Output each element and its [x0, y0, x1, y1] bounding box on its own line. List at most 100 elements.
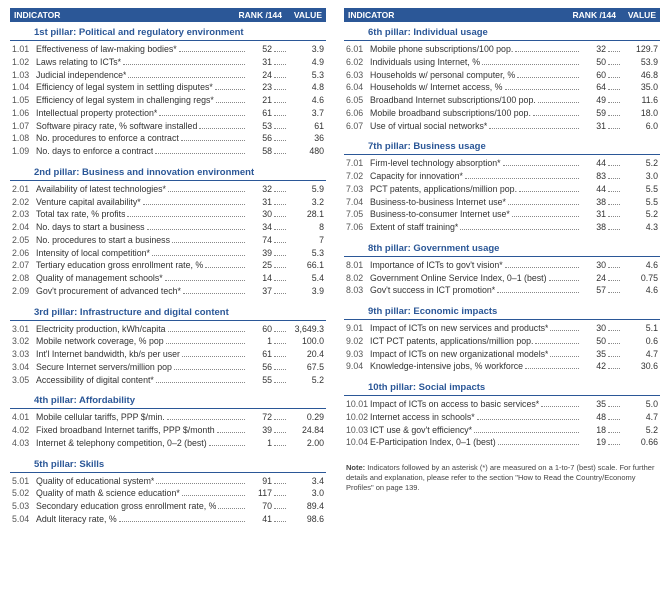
leader-dots	[182, 356, 245, 357]
indicator-value: 5.2	[622, 157, 658, 170]
indicator-rank: 48	[582, 411, 606, 424]
indicator-label: Business-to-business Internet use*	[370, 196, 506, 209]
indicator-value: 3.9	[288, 43, 324, 56]
indicator-value: 5.4	[288, 272, 324, 285]
leader-dots	[460, 229, 579, 230]
leader-dots	[179, 51, 245, 52]
pillar: 2nd pillar: Business and innovation envi…	[10, 164, 326, 298]
indicator-rank: 42	[582, 360, 606, 373]
indicator-number: 6.07	[346, 120, 370, 133]
indicator-number: 1.08	[12, 132, 36, 145]
indicator-value: 36	[288, 132, 324, 145]
indicator-label: Individuals using Internet, %	[370, 56, 480, 69]
pillar: 4th pillar: Affordability4.01Mobile cell…	[10, 392, 326, 449]
indicator-row: 6.04Households w/ Internet access, %6435…	[344, 81, 660, 94]
indicator-label: Business-to-consumer Internet use*	[370, 208, 510, 221]
indicator-number: 10.02	[346, 411, 370, 424]
column-header: INDICATOR RANK /144 VALUE	[10, 8, 326, 22]
leader-dots	[143, 204, 245, 205]
indicator-row: 4.03Internet & telephony competition, 0–…	[10, 437, 326, 450]
leader-dots	[608, 216, 620, 217]
indicator-rank: 14	[248, 272, 272, 285]
leader-dots	[205, 267, 245, 268]
indicator-value: 11.6	[622, 94, 658, 107]
leader-dots	[477, 419, 579, 420]
indicator-number: 7.03	[346, 183, 370, 196]
indicator-label: Judicial independence*	[36, 69, 126, 82]
indicator-row: 5.04Adult literacy rate, %4198.6	[10, 513, 326, 526]
leader-dots	[167, 419, 245, 420]
indicator-label: Quality of math & science education*	[36, 487, 180, 500]
columns-container: INDICATOR RANK /144 VALUE 1st pillar: Po…	[10, 8, 660, 532]
leader-dots	[274, 128, 286, 129]
indicator-number: 3.03	[12, 348, 36, 361]
indicator-value: 4.7	[622, 348, 658, 361]
footnote: Note: Indicators followed by an asterisk…	[344, 463, 660, 492]
indicator-label: Accessibility of digital content*	[36, 374, 154, 387]
leader-dots	[274, 64, 286, 65]
leader-dots	[608, 267, 620, 268]
indicator-row: 4.01Mobile cellular tariffs, PPP $/min.7…	[10, 411, 326, 424]
leader-dots	[181, 140, 245, 141]
indicator-rank: 91	[248, 475, 272, 488]
leader-dots	[172, 242, 245, 243]
indicator-number: 9.03	[346, 348, 370, 361]
indicator-rank: 39	[248, 247, 272, 260]
indicator-row: 3.03Int'l Internet bandwidth, kb/s per u…	[10, 348, 326, 361]
indicator-number: 6.01	[346, 43, 370, 56]
indicator-label: Impact of ICTs on new services and produ…	[370, 322, 548, 335]
indicator-rank: 24	[248, 69, 272, 82]
indicator-rank: 31	[582, 120, 606, 133]
indicator-row: 9.04Knowledge-intensive jobs, % workforc…	[344, 360, 660, 373]
indicator-label: Impact of ICTs on access to basic servic…	[370, 398, 539, 411]
indicator-rank: 37	[248, 285, 272, 298]
right-column: INDICATOR RANK /144 VALUE 6th pillar: In…	[344, 8, 660, 532]
indicator-rank: 31	[582, 208, 606, 221]
indicator-number: 10.04	[346, 436, 370, 449]
leader-dots	[505, 267, 579, 268]
indicator-rank: 39	[248, 424, 272, 437]
indicator-row: 5.02Quality of math & science education*…	[10, 487, 326, 500]
leader-dots	[550, 356, 579, 357]
indicator-row: 2.05No. procedures to start a business74…	[10, 234, 326, 247]
pillar: 10th pillar: Social impacts10.01Impact o…	[344, 379, 660, 449]
indicator-number: 7.06	[346, 221, 370, 234]
indicator-value: 100.0	[288, 335, 324, 348]
indicator-number: 1.02	[12, 56, 36, 69]
leader-dots	[508, 204, 579, 205]
indicator-label: Intellectual property protection*	[36, 107, 157, 120]
indicator-value: 0.29	[288, 411, 324, 424]
indicator-row: 3.01Electricity production, kWh/capita60…	[10, 323, 326, 336]
indicator-label: Knowledge-intensive jobs, % workforce	[370, 360, 523, 373]
pillar: 9th pillar: Economic impacts9.01Impact o…	[344, 303, 660, 373]
indicator-value: 0.75	[622, 272, 658, 285]
leader-dots	[274, 280, 286, 281]
leader-dots	[274, 191, 286, 192]
leader-dots	[608, 178, 620, 179]
indicator-rank: 30	[582, 259, 606, 272]
leader-dots	[608, 280, 620, 281]
leader-dots	[505, 89, 579, 90]
indicator-value: 3.0	[288, 487, 324, 500]
indicator-rank: 72	[248, 411, 272, 424]
leader-dots	[608, 115, 620, 116]
pillar-title: 9th pillar: Economic impacts	[344, 303, 660, 320]
indicator-rank: 57	[582, 284, 606, 297]
indicator-value: 28.1	[288, 208, 324, 221]
indicator-number: 1.09	[12, 145, 36, 158]
pillar-title: 3rd pillar: Infrastructure and digital c…	[10, 304, 326, 321]
pillar-title: 10th pillar: Social impacts	[344, 379, 660, 396]
indicator-number: 7.02	[346, 170, 370, 183]
pillar: 5th pillar: Skills5.01Quality of educati…	[10, 456, 326, 526]
leader-dots	[608, 406, 620, 407]
indicator-rank: 25	[248, 259, 272, 272]
note-label: Note:	[346, 463, 365, 472]
indicator-number: 2.07	[12, 259, 36, 272]
leader-dots	[156, 483, 245, 484]
indicator-label: Mobile phone subscriptions/100 pop.	[370, 43, 513, 56]
indicator-rank: 34	[248, 221, 272, 234]
indicator-label: Int'l Internet bandwidth, kb/s per user	[36, 348, 180, 361]
indicator-row: 7.04Business-to-business Internet use*38…	[344, 196, 660, 209]
indicator-value: 4.9	[288, 56, 324, 69]
leader-dots	[165, 280, 245, 281]
